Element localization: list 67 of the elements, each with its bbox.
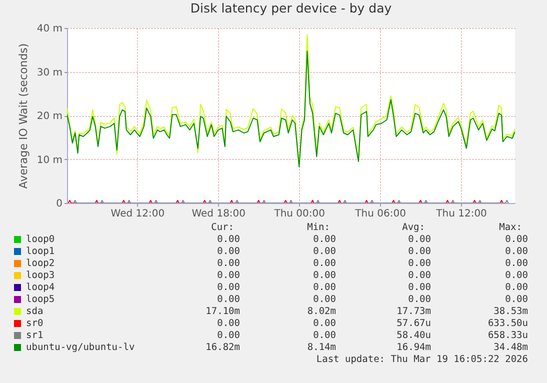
legend-label: loop2 [26, 258, 55, 269]
y-tick-label: 0 [56, 198, 62, 210]
text: 0.00 [217, 318, 240, 329]
text: Min: [307, 222, 330, 233]
text: 0.00 [408, 282, 431, 293]
text: 8.14m [307, 342, 336, 353]
legend-label: loop3 [26, 270, 55, 281]
legend-label: loop0 [26, 234, 55, 245]
text: Max: [499, 222, 522, 233]
text: 0.00 [313, 270, 336, 281]
y-tick-label: 30 m [36, 67, 62, 78]
text: 0.00 [408, 258, 431, 269]
x-tick-label: Thu 12:00 [435, 208, 487, 220]
legend-label: sr1 [26, 330, 44, 341]
text: 0.00 [313, 294, 336, 305]
text: 58.40u [396, 330, 431, 341]
text: 0.00 [217, 330, 240, 341]
text: 0.00 [408, 270, 431, 281]
legend-label: sr0 [26, 318, 44, 329]
y-axis-title: Average IO Wait (seconds) [16, 43, 30, 189]
text: 38.53m [494, 306, 528, 317]
text: 0.00 [408, 234, 431, 245]
text: 57.67u [396, 318, 431, 329]
legend-label: ubuntu-vg/ubuntu-lv [26, 342, 135, 353]
text: 0.00 [313, 246, 336, 257]
text: Last update: Thu Mar 19 16:05:22 2026 [316, 354, 528, 365]
text: 0.00 [217, 234, 240, 245]
text: 0.00 [217, 246, 240, 257]
text: Cur: [211, 222, 234, 233]
legend-label: loop4 [26, 282, 55, 293]
text: 0.00 [217, 270, 240, 281]
text: 0.00 [505, 282, 528, 293]
x-tick-label: Wed 18:00 [192, 208, 246, 220]
text: 0.00 [217, 282, 240, 293]
legend-label: loop5 [26, 294, 55, 305]
text: 0.00 [505, 246, 528, 257]
text: 0.00 [313, 234, 336, 245]
text: 16.82m [206, 342, 240, 353]
y-tick-label: 20 m [36, 111, 62, 122]
text: 8.02m [307, 306, 336, 317]
chart-title: Disk latency per device - by day [190, 0, 392, 16]
x-tick-label: Thu 06:00 [354, 208, 406, 220]
legend-label: loop1 [26, 246, 55, 257]
text: 0.00 [313, 330, 336, 341]
text: 0.00 [408, 294, 431, 305]
text: 0.00 [505, 234, 528, 245]
text: 0.00 [313, 258, 336, 269]
text: 0.00 [313, 318, 336, 329]
text: 0.00 [313, 282, 336, 293]
y-tick-label: 40 m [36, 24, 62, 34]
text: 633.50u [488, 318, 528, 329]
x-tick-label: Thu 00:00 [273, 208, 325, 220]
text: 16.94m [396, 342, 431, 353]
x-tick-label: Wed 12:00 [110, 208, 165, 220]
legend-label: sda [26, 306, 44, 317]
text: 17.10m [206, 306, 240, 317]
text: 0.00 [217, 258, 240, 269]
text: 0.00 [217, 294, 240, 305]
text: 0.00 [505, 258, 528, 269]
text: 34.48m [494, 342, 528, 353]
y-tick-label: 10 m [36, 154, 62, 166]
text: 0.00 [505, 270, 528, 281]
text: 17.73m [396, 306, 431, 317]
text: 0.00 [505, 294, 528, 305]
text: 658.33u [488, 330, 528, 341]
text: 0.00 [408, 246, 431, 257]
text: Avg: [402, 222, 425, 233]
